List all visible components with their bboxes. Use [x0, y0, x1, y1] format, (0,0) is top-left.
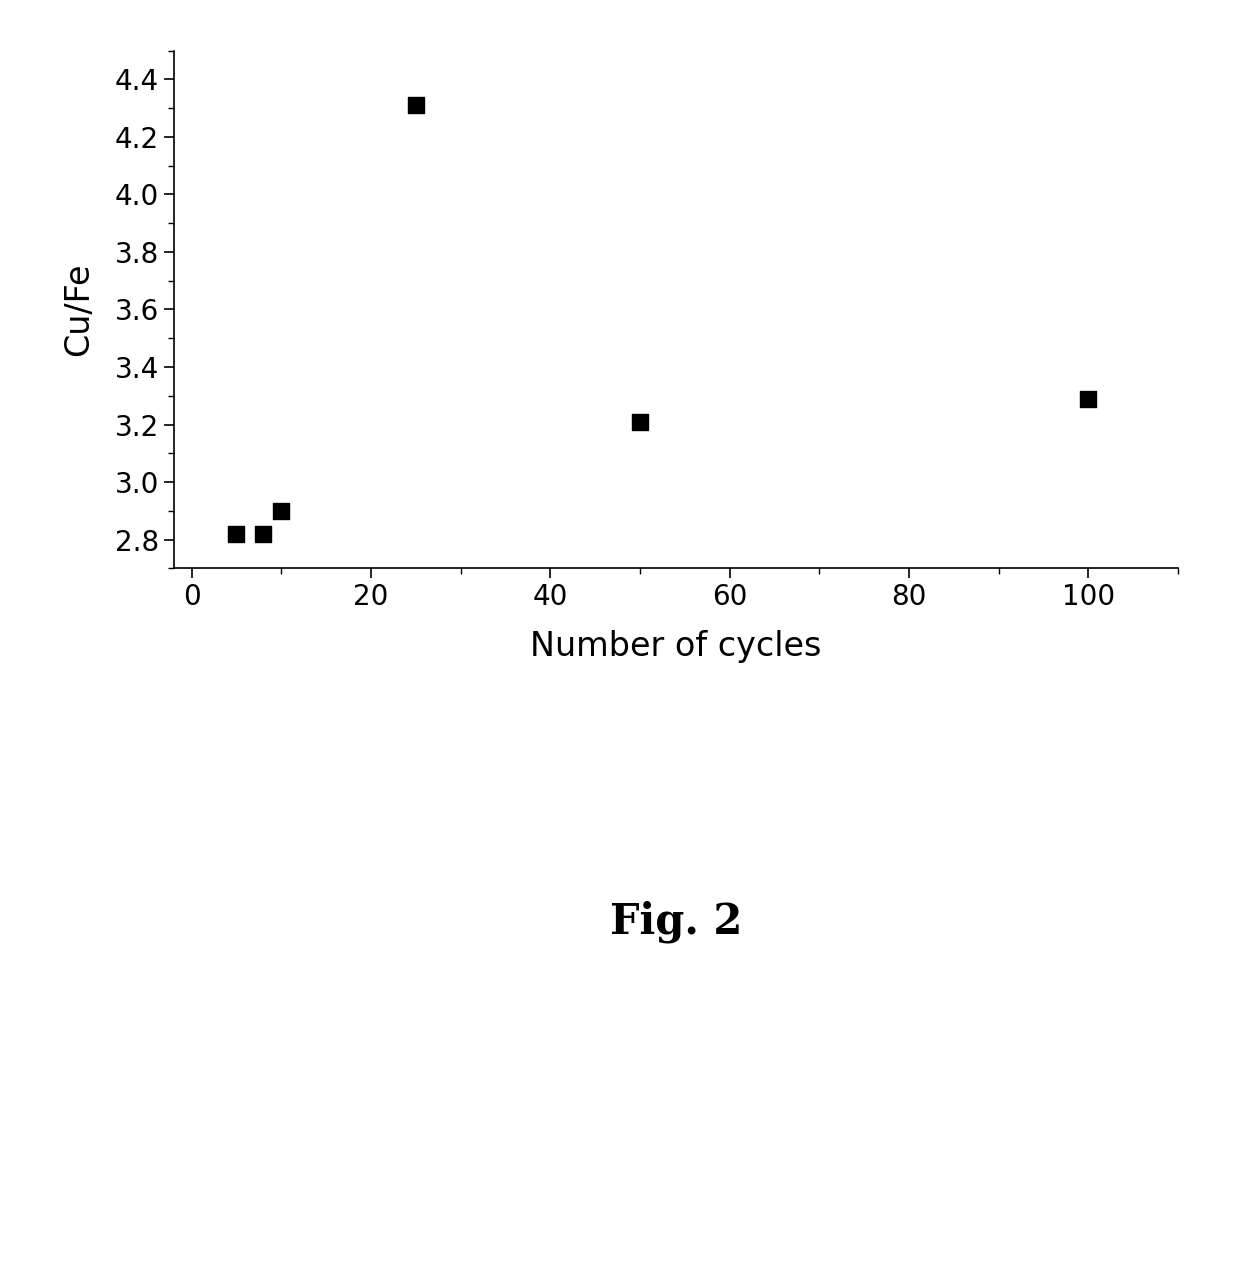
Point [272, 500, 291, 520]
Text: Fig. 2: Fig. 2 [610, 901, 742, 943]
Y-axis label: Cu/Fe: Cu/Fe [62, 263, 95, 356]
Point [405, 95, 425, 115]
Point [630, 412, 650, 432]
Point [1079, 389, 1099, 409]
Point [227, 524, 247, 544]
Point [253, 524, 273, 544]
X-axis label: Number of cycles: Number of cycles [531, 630, 821, 663]
